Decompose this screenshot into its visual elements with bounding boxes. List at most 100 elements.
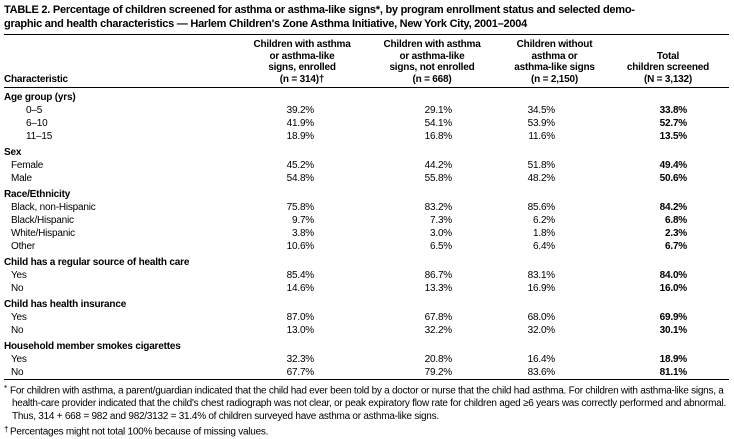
- row-label: Black, non-Hispanic: [11, 202, 96, 213]
- value-cell: 29.1%: [424, 105, 453, 116]
- value-cell: 6.2%: [533, 215, 555, 226]
- row-label: 11–15: [26, 131, 53, 142]
- value-cell: [242, 253, 362, 269]
- value-cell: [502, 253, 607, 269]
- value-cell: 7.3%: [430, 215, 452, 226]
- value-cell: 86.7%: [424, 270, 453, 281]
- value-cell: [607, 295, 729, 311]
- value-cell: [362, 88, 502, 105]
- value-cell: 69.9%: [659, 312, 688, 323]
- row-label: Yes: [11, 312, 27, 323]
- row-label: Other: [11, 241, 36, 252]
- value-cell: 83.2%: [424, 202, 453, 213]
- column-header-without-asthma: Children without asthma or asthma-like s…: [502, 35, 607, 88]
- value-cell: 32.3%: [286, 354, 315, 365]
- column-header-characteristic: Characteristic: [4, 35, 242, 88]
- value-cell: 83.6%: [527, 367, 556, 378]
- column-header-not-enrolled: Children with asthma or asthma-like sign…: [362, 35, 502, 88]
- section-row: Child has health insurance: [4, 295, 729, 311]
- value-cell: 39.2%: [286, 105, 315, 116]
- value-cell: 18.9%: [286, 131, 315, 142]
- value-cell: [502, 337, 607, 353]
- value-cell: [607, 88, 729, 105]
- section-row: Race/Ethnicity: [4, 185, 729, 201]
- value-cell: [242, 88, 362, 105]
- column-header-total: Total children screened (N = 3,132): [607, 35, 729, 88]
- value-cell: 68.0%: [527, 312, 556, 323]
- table-header: Characteristic Children with asthma or a…: [4, 35, 729, 88]
- row-label: Female: [11, 160, 44, 171]
- table-row: No 67.7% 79.2% 83.6% 81.1%: [4, 366, 729, 380]
- table-row: Yes 85.4% 86.7% 83.1% 84.0%: [4, 269, 729, 282]
- value-cell: 50.6%: [659, 173, 688, 184]
- row-label: Sex: [4, 147, 22, 158]
- footnote: † Percentages might not total 100% becaus…: [4, 424, 729, 439]
- value-cell: 1.8%: [533, 228, 555, 239]
- table-row: Male 54.8% 55.8% 48.2% 50.6%: [4, 172, 729, 185]
- footnote-text: Percentages might not total 100% because…: [10, 426, 269, 438]
- value-cell: [242, 143, 362, 159]
- table-row: Black, non-Hispanic 75.8% 83.2% 85.6% 84.2%: [4, 201, 729, 214]
- value-cell: [607, 143, 729, 159]
- value-cell: 84.0%: [659, 270, 688, 281]
- value-cell: 11.6%: [528, 131, 555, 142]
- value-cell: 18.9%: [659, 354, 688, 365]
- value-cell: 54.8%: [286, 173, 315, 184]
- row-label: White/Hispanic: [11, 228, 75, 239]
- value-cell: 53.9%: [527, 118, 556, 129]
- value-cell: 20.8%: [424, 354, 453, 365]
- section-row: Sex: [4, 143, 729, 159]
- footnotes: * For children with asthma, a parent/guar…: [4, 380, 729, 439]
- table-row: 11–15 18.9% 16.8% 11.6% 13.5%: [4, 130, 729, 143]
- asthma-screening-table: Characteristic Children with asthma or a…: [4, 35, 729, 380]
- value-cell: [362, 185, 502, 201]
- value-cell: [502, 143, 607, 159]
- value-cell: 16.9%: [527, 283, 556, 294]
- value-cell: 32.2%: [424, 325, 453, 336]
- value-cell: [607, 253, 729, 269]
- footnote-marker: *: [4, 384, 7, 393]
- value-cell: 83.1%: [527, 270, 556, 281]
- table-row: 0–5 39.2% 29.1% 34.5% 33.8%: [4, 104, 729, 117]
- value-cell: 3.0%: [430, 228, 452, 239]
- footnote-marker: †: [4, 424, 9, 434]
- value-cell: 13.0%: [286, 325, 315, 336]
- table-title: TABLE 2. Percentage of children screened…: [4, 4, 729, 35]
- value-cell: 79.2%: [424, 367, 453, 378]
- table-row: No 13.0% 32.2% 32.0% 30.1%: [4, 324, 729, 337]
- value-cell: [362, 143, 502, 159]
- value-cell: 32.0%: [527, 325, 556, 336]
- value-cell: [607, 337, 729, 353]
- row-label: Male: [11, 173, 32, 184]
- table-row: Yes 32.3% 20.8% 16.4% 18.9%: [4, 353, 729, 366]
- value-cell: 67.8%: [424, 312, 453, 323]
- value-cell: 67.7%: [286, 367, 315, 378]
- value-cell: [362, 337, 502, 353]
- value-cell: 41.9%: [286, 118, 315, 129]
- row-label: Race/Ethnicity: [4, 189, 71, 200]
- row-label: No: [11, 367, 24, 378]
- value-cell: [502, 88, 607, 105]
- value-cell: 34.5%: [527, 105, 556, 116]
- value-cell: 16.0%: [659, 283, 688, 294]
- value-cell: [242, 185, 362, 201]
- section-row: Child has a regular source of health car…: [4, 253, 729, 269]
- value-cell: [607, 185, 729, 201]
- value-cell: 2.3%: [665, 228, 687, 239]
- value-cell: 48.2%: [527, 173, 556, 184]
- row-label: Black/Hispanic: [11, 215, 74, 226]
- value-cell: 3.8%: [292, 228, 314, 239]
- table-row: No 14.6% 13.3% 16.9% 16.0%: [4, 282, 729, 295]
- value-cell: 49.4%: [659, 160, 688, 171]
- value-cell: 85.6%: [527, 202, 556, 213]
- row-label: No: [11, 283, 24, 294]
- table-body: Age group (yrs) 0–5 39.2% 29.1% 34.5% 33.8% 6–…: [4, 88, 729, 380]
- value-cell: 55.8%: [424, 173, 453, 184]
- value-cell: 45.2%: [286, 160, 315, 171]
- value-cell: 13.3%: [424, 283, 453, 294]
- value-cell: [502, 185, 607, 201]
- value-cell: [362, 295, 502, 311]
- row-label: Household member smokes cigarettes: [4, 341, 181, 352]
- value-cell: 30.1%: [659, 325, 688, 336]
- value-cell: 6.8%: [665, 215, 687, 226]
